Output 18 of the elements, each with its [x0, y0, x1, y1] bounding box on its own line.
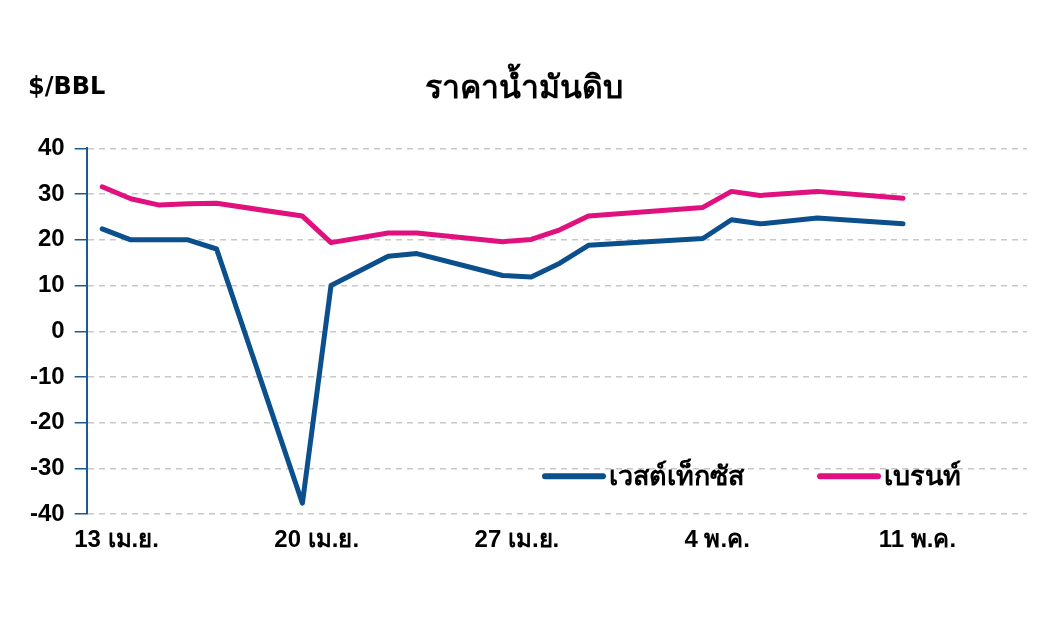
y-tick-label: -30 — [30, 453, 65, 481]
x-tick-label: 20 เม.ย. — [274, 525, 360, 553]
legend-label: เบรนท์ — [884, 460, 961, 492]
y-tick-label: 0 — [51, 315, 65, 343]
chart-title: ราคาน้ำมันดิบ — [424, 62, 623, 106]
y-tick-label: -40 — [30, 498, 65, 526]
y-tick-label: -10 — [30, 361, 65, 389]
y-tick-label: -20 — [30, 407, 65, 435]
y-tick-label: 10 — [37, 270, 65, 298]
x-tick-label: 4 พ.ค. — [684, 525, 750, 553]
y-axis-title: $/BBL — [28, 72, 106, 100]
y-tick-label: 20 — [37, 224, 65, 252]
legend-label: เวสต์เท็กซัส — [609, 458, 745, 492]
x-tick-label: 13 เม.ย. — [74, 525, 159, 553]
x-tick-label: 11 พ.ค. — [878, 525, 957, 553]
y-tick-label: 30 — [37, 178, 65, 206]
x-tick-label: 27 เม.ย. — [474, 525, 560, 553]
y-tick-label: 40 — [37, 133, 65, 161]
